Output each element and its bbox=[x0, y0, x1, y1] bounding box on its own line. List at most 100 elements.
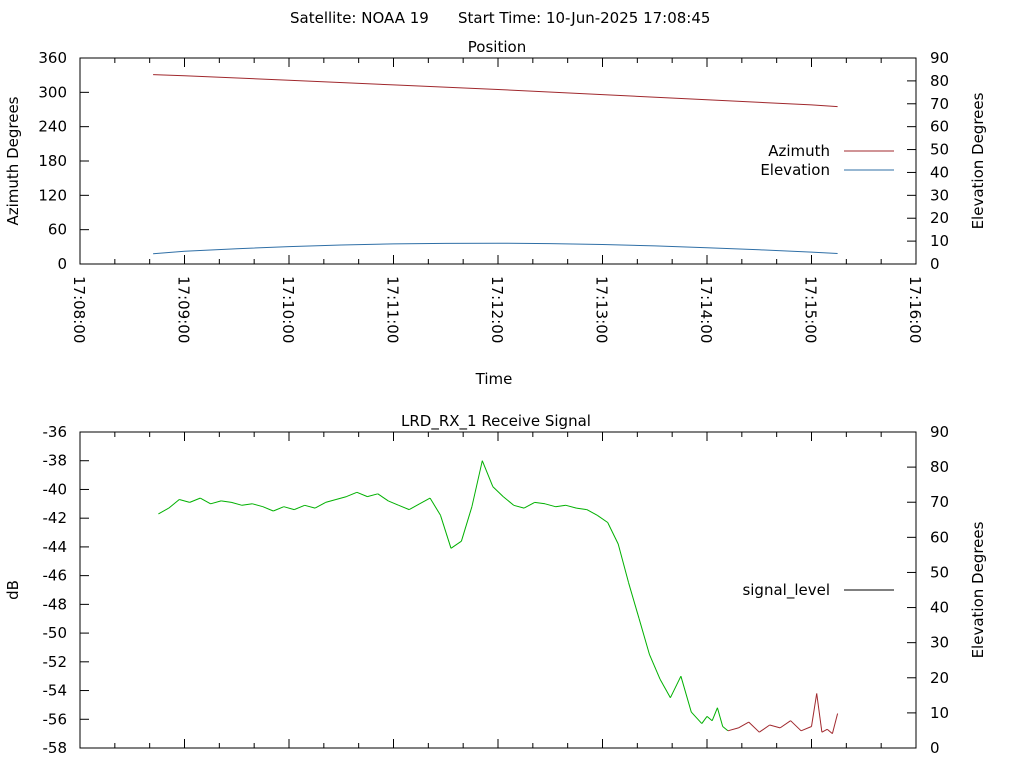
signal-y-tick-label: -54 bbox=[43, 682, 68, 700]
signal-y2-tick-label: 40 bbox=[930, 599, 949, 617]
signal-y-tick-label: -58 bbox=[43, 739, 68, 757]
signal-level-segment bbox=[816, 693, 823, 733]
signal-level-segment bbox=[716, 707, 724, 727]
position-y-axis-label: Azimuth Degrees bbox=[4, 96, 22, 225]
signal-level-segment bbox=[450, 540, 462, 549]
signal-legend: signal_level bbox=[742, 581, 894, 600]
position-axis-ticks bbox=[79, 57, 917, 265]
signal-y-axis-label: dB bbox=[4, 580, 22, 600]
signal-level-segment bbox=[779, 720, 791, 729]
legend-elevation-label: Elevation bbox=[760, 161, 830, 179]
position-y2-tick-label: 70 bbox=[930, 95, 949, 113]
signal-y-tick-label: -48 bbox=[43, 595, 68, 613]
position-y-tick-label: 60 bbox=[48, 221, 67, 239]
position-x-tick-label: 17:08:00 bbox=[70, 276, 88, 343]
series-elevation-line bbox=[153, 242, 838, 255]
position-y-tick-label: 300 bbox=[38, 83, 67, 101]
satellite-label: Satellite: NOAA 19 bbox=[290, 9, 429, 27]
signal-level-segment bbox=[748, 721, 760, 733]
signal-level-segment bbox=[669, 675, 682, 698]
signal-level-segment bbox=[769, 724, 781, 729]
signal-y2-tick-label: 60 bbox=[930, 528, 949, 546]
signal-level-segment bbox=[168, 499, 180, 509]
position-chart-title: Position bbox=[468, 38, 526, 56]
position-y2-tick-label: 10 bbox=[930, 232, 949, 250]
signal-level-segment bbox=[711, 707, 718, 721]
signal-level-segment bbox=[586, 509, 598, 516]
signal-level-segment bbox=[513, 504, 525, 509]
signal-level-segment bbox=[576, 507, 587, 511]
signal-level-segment bbox=[565, 504, 577, 509]
signal-level-segment bbox=[800, 726, 812, 732]
position-y-tick-label: 240 bbox=[38, 118, 67, 136]
signal-y-tick-label: -44 bbox=[43, 538, 68, 556]
signal-y-tick-label: -50 bbox=[43, 624, 68, 642]
position-y-tick-label: 120 bbox=[38, 186, 67, 204]
signal-level-segment bbox=[523, 501, 535, 509]
start-time-label: Start Time: 10-Jun-2025 17:08:45 bbox=[458, 9, 710, 27]
signal-level-segment bbox=[706, 716, 713, 722]
position-y2-tick-label: 80 bbox=[930, 72, 949, 90]
position-x-tick-label: 17:10:00 bbox=[279, 276, 297, 343]
position-y2-tick-label: 50 bbox=[930, 141, 949, 159]
position-y2-tick-label: 30 bbox=[930, 186, 949, 204]
series-azimuth-line bbox=[153, 74, 838, 108]
signal-level-segment bbox=[419, 497, 431, 505]
signal-level-segment bbox=[502, 496, 515, 506]
signal-y-tick-label: -38 bbox=[43, 452, 68, 470]
position-axis-labels: 17:08:00 17:09:00 17:10:00 17:11:00 17:12:00… bbox=[38, 49, 949, 343]
signal-level-segment bbox=[335, 496, 347, 500]
signal-y2-tick-label: 70 bbox=[930, 493, 949, 511]
signal-y-tick-label: -56 bbox=[43, 710, 68, 728]
signal-level-segment bbox=[738, 721, 750, 729]
signal-level-segment bbox=[314, 501, 326, 509]
position-y2-tick-label: 60 bbox=[930, 118, 949, 136]
signal-level-segment bbox=[440, 515, 452, 549]
signal-level-segment bbox=[680, 676, 692, 713]
signal-level-segment bbox=[325, 499, 337, 503]
signal-level-segment bbox=[481, 460, 494, 487]
signal-level-segment bbox=[460, 506, 473, 542]
position-y-tick-label: 360 bbox=[38, 49, 67, 67]
signal-level-segment bbox=[617, 543, 630, 583]
position-y-tick-label: 180 bbox=[38, 152, 67, 170]
signal-level-segment bbox=[471, 460, 483, 507]
signal-level-segment bbox=[727, 727, 739, 732]
signal-y2-tick-label: 20 bbox=[930, 669, 949, 687]
signal-y2-axis-label: Elevation Degrees bbox=[969, 521, 987, 658]
position-x-tick-label: 17:13:00 bbox=[593, 276, 611, 343]
signal-y-tick-label: -36 bbox=[43, 423, 68, 441]
position-legend: Azimuth Elevation bbox=[760, 142, 894, 179]
position-x-tick-label: 17:16:00 bbox=[906, 276, 924, 343]
signal-level-segment bbox=[398, 504, 410, 511]
signal-level-segment bbox=[356, 491, 368, 498]
position-x-tick-label: 17:12:00 bbox=[488, 276, 506, 343]
signal-axis-labels: -58 -56 -54 -52 -50 -48 -46 -44 -42 -40 -38 -36 0 10 2… bbox=[43, 423, 950, 757]
signal-level-segment bbox=[304, 504, 316, 509]
signal-y-tick-label: -40 bbox=[43, 480, 68, 498]
signal-level-segment bbox=[544, 503, 556, 508]
signal-y-tick-label: -46 bbox=[43, 567, 68, 585]
signal-level-segment bbox=[346, 491, 358, 498]
signal-level-segment bbox=[607, 522, 619, 545]
signal-level-segment bbox=[759, 724, 770, 733]
signal-level-segment bbox=[158, 507, 170, 515]
signal-level-segment bbox=[294, 504, 305, 511]
signal-level-segment bbox=[659, 678, 671, 698]
position-y2-tick-label: 90 bbox=[930, 49, 949, 67]
signal-level-segment bbox=[534, 501, 546, 505]
signal-level-segment bbox=[638, 618, 650, 655]
signal-level-segment bbox=[826, 728, 833, 734]
signal-level-segment bbox=[231, 501, 243, 506]
position-chart: Position 17:08:00 17:09:00 17:10:00 17:11:0… bbox=[4, 38, 987, 388]
signal-level-segment bbox=[377, 493, 389, 502]
position-y2-axis-label: Elevation Degrees bbox=[969, 92, 987, 229]
signal-axis-ticks bbox=[79, 431, 917, 749]
position-x-tick-label: 17:11:00 bbox=[384, 276, 402, 343]
position-y2-tick-label: 20 bbox=[930, 209, 949, 227]
position-series bbox=[153, 74, 838, 255]
signal-level-segment bbox=[722, 726, 729, 732]
signal-level-segment bbox=[262, 506, 274, 512]
signal-level-segment bbox=[831, 713, 839, 734]
signal-level-segment bbox=[221, 500, 232, 503]
